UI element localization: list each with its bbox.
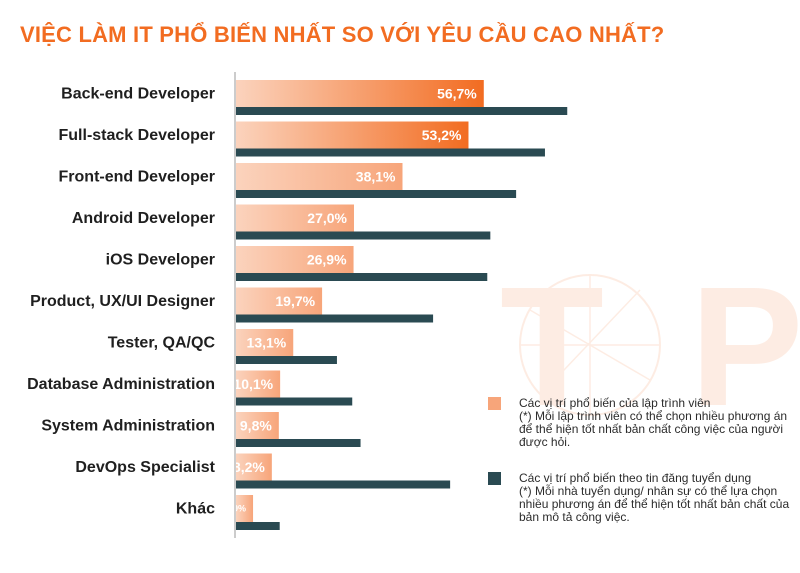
bar-job	[236, 397, 353, 406]
bar-dev	[236, 80, 484, 107]
category-label: Tester, QA/QC	[108, 335, 216, 352]
bar-dev	[236, 329, 294, 356]
svg-text:P: P	[690, 252, 800, 442]
category-label: Front-end Developer	[59, 169, 215, 186]
bar-job	[236, 190, 517, 198]
bar-job	[236, 148, 545, 157]
data-label: 56,7%	[437, 86, 477, 102]
data-label: 13,1%	[247, 335, 287, 351]
bar-job	[236, 439, 361, 447]
legend-note-job: (*) Mỗi nhà tuyển dụng/ nhân sự có thể l…	[519, 484, 790, 524]
data-label: 38,1%	[356, 169, 396, 185]
chart-title: VIỆC LÀM IT PHỔ BIẾN NHẤT SO VỚI YÊU CẦU…	[20, 22, 665, 47]
bar-job	[236, 480, 451, 489]
category-label: Product, UX/UI Designer	[30, 293, 215, 310]
legend-swatch-job	[488, 472, 501, 485]
bar-job	[236, 231, 491, 240]
data-label: 8,2%	[233, 459, 265, 475]
category-label: iOS Developer	[106, 252, 215, 269]
bar-dev	[236, 204, 354, 232]
bar-dev	[236, 163, 403, 190]
category-label: System Administration	[41, 418, 215, 435]
category-label: Full-stack Developer	[59, 127, 216, 144]
data-label: 3,9%	[226, 504, 247, 514]
legend-swatch-dev	[488, 397, 501, 410]
watermark: T P	[500, 252, 800, 442]
bar-dev	[236, 495, 254, 522]
legend-item-job: Các vị trí phổ biến theo tin đăng tuyển …	[488, 472, 793, 524]
bar-dev	[236, 412, 279, 439]
bar-dev	[236, 246, 354, 273]
category-label: DevOps Specialist	[75, 459, 215, 476]
category-label: Khác	[176, 501, 215, 518]
category-label: Database Administration	[27, 376, 215, 393]
bar-job	[236, 522, 280, 530]
bar-dev	[236, 370, 281, 398]
bar-job	[236, 356, 337, 364]
bar-dev	[236, 121, 469, 149]
category-label: Android Developer	[72, 210, 215, 227]
data-label: 10,1%	[233, 376, 273, 392]
svg-text:T: T	[500, 252, 604, 442]
bar-job	[236, 107, 568, 115]
data-label: 19,7%	[275, 293, 315, 309]
legend-item-dev: Các vị trí phổ biến của lập trình viên (…	[488, 397, 793, 449]
category-label: Back-end Developer	[61, 86, 215, 103]
bar-dev	[236, 287, 323, 315]
legend-label-job: Các vị trí phổ biến theo tin đăng tuyển …	[519, 471, 752, 485]
bar-job	[236, 273, 488, 281]
data-label: 26,9%	[307, 252, 347, 268]
data-label: 9,8%	[240, 418, 272, 434]
bar-dev	[236, 453, 272, 481]
legend-label-dev: Các vị trí phổ biến của lập trình viên	[519, 396, 711, 410]
data-label: 53,2%	[422, 127, 462, 143]
bar-job	[236, 314, 434, 323]
data-label: 27,0%	[307, 210, 347, 226]
legend-note-dev: (*) Mỗi lập trình viên có thể chọn nhiều…	[519, 409, 788, 449]
